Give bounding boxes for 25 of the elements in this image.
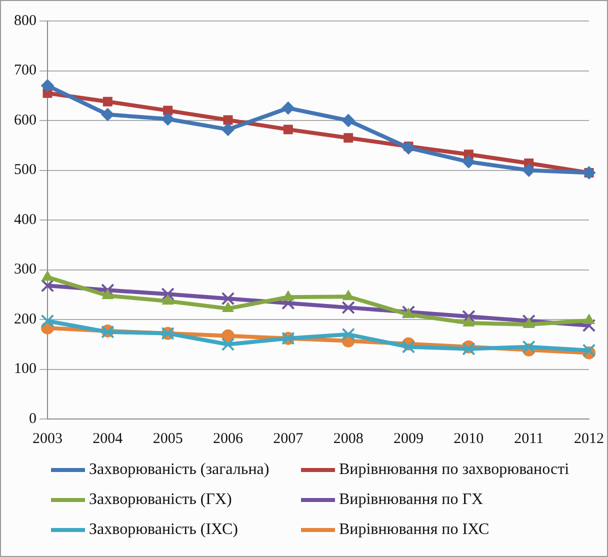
- x-tick-label: 2007: [273, 430, 304, 447]
- y-tick-label: 800: [14, 12, 36, 29]
- y-tick-label: 400: [14, 212, 36, 228]
- x-tick-label: 2005: [152, 430, 183, 447]
- legend-label: Вирівнювання по захворюваності: [339, 461, 570, 479]
- legend-label: Захворюваність (загальна): [89, 461, 270, 479]
- legend-label: Захворюваність (ІХС): [89, 521, 238, 539]
- x-tick-label: 2010: [454, 430, 484, 447]
- x-tick-label: 2008: [333, 430, 364, 447]
- x-tick-label: 2012: [574, 430, 604, 447]
- legend-label: Захворюваність (ГХ): [89, 491, 232, 509]
- y-tick-label: 0: [29, 410, 36, 427]
- x-tick-label: 2003: [32, 430, 62, 447]
- legend-label: Вирівнювання по ГХ: [339, 491, 484, 509]
- y-tick-label: 300: [14, 262, 36, 278]
- x-tick-label: 2004: [92, 430, 124, 447]
- x-tick-label: 2009: [394, 430, 424, 447]
- y-tick-label: 100: [14, 361, 36, 378]
- x-tick-label: 2011: [514, 430, 544, 447]
- x-tick-label: 2006: [213, 430, 244, 447]
- y-tick-label: 200: [14, 311, 36, 328]
- y-tick-label: 600: [14, 112, 36, 128]
- y-tick-label: 500: [14, 162, 36, 178]
- legend-label: Вирівнювання по ІХС: [339, 521, 490, 539]
- y-tick-label: 700: [14, 62, 36, 79]
